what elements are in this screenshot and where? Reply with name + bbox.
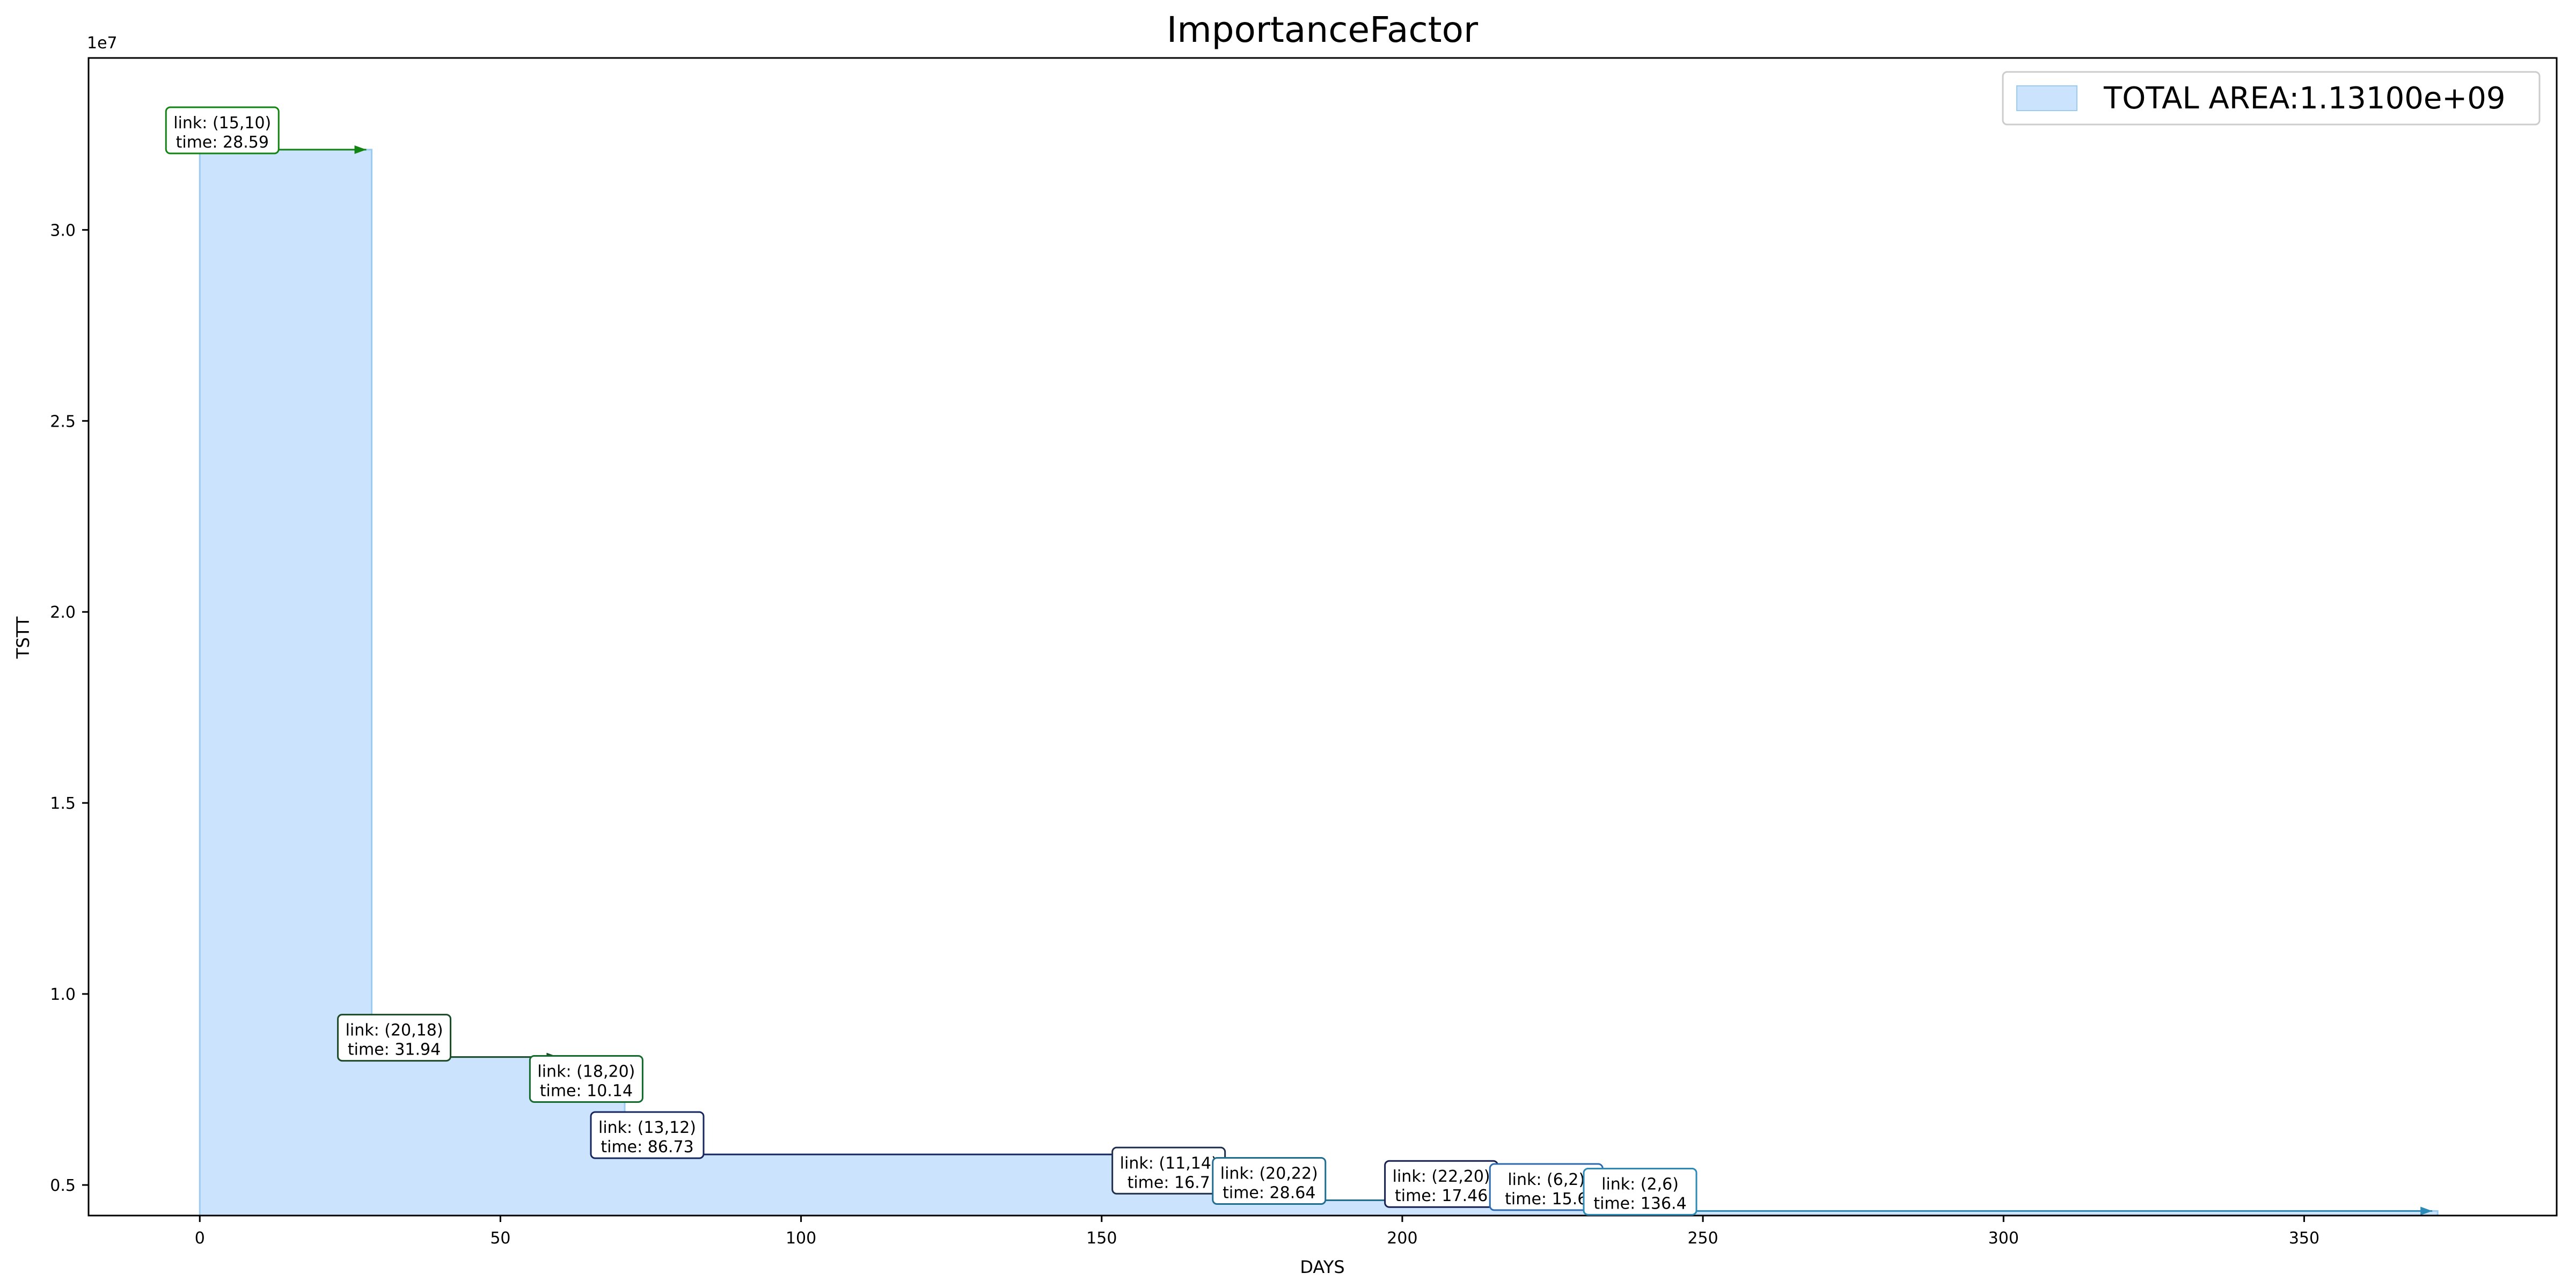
annotation-frame xyxy=(165,106,280,155)
y-axis-label: TSTT xyxy=(13,616,33,659)
annotation-box: link: (15,10)time: 28.59 xyxy=(165,106,280,155)
legend-frame xyxy=(2002,71,2541,126)
x-tick-label: 100 xyxy=(786,1229,816,1248)
annotation-link: link: (13,12) xyxy=(598,1118,696,1137)
x-axis-label: DAYS xyxy=(1300,1257,1344,1277)
annotation-box: link: (22,20)time: 17.46 xyxy=(1384,1160,1499,1208)
plot-frame xyxy=(87,57,2558,1217)
annotation-link: link: (22,20) xyxy=(1393,1167,1490,1186)
annotation-link: link: (20,22) xyxy=(1220,1165,1318,1183)
annotation-frame xyxy=(590,1111,705,1159)
x-axis-ticks: 0 50 100 150 200 250 300 350 xyxy=(195,1216,2319,1248)
annotation-box: link: (11,14)time: 16.7 xyxy=(1111,1146,1226,1195)
annotation-box: link: (13,12)time: 86.73 xyxy=(590,1111,705,1159)
annotation-time: time: 28.59 xyxy=(176,133,269,152)
annotation-link: link: (15,10) xyxy=(173,114,271,133)
annotation-frame xyxy=(529,1055,643,1103)
legend: TOTAL AREA:1.13100e+09 xyxy=(2002,71,2541,126)
annotation-time: time: 136.4 xyxy=(1593,1194,1686,1213)
annotation-time: time: 31.94 xyxy=(348,1041,441,1059)
annotation-time: time: 16.7 xyxy=(1128,1173,1210,1192)
annotation-frame xyxy=(1212,1157,1327,1205)
annotation-time: time: 86.73 xyxy=(601,1138,693,1157)
legend-swatch xyxy=(2016,85,2077,111)
y-tick-label: 2.5 xyxy=(50,412,76,431)
x-tick-label: 350 xyxy=(2289,1229,2319,1248)
x-tick-label: 50 xyxy=(490,1229,510,1248)
annotation-link: link: (2,6) xyxy=(1601,1175,1679,1194)
x-tick-label: 200 xyxy=(1387,1229,1417,1248)
legend-label: TOTAL AREA:1.13100e+09 xyxy=(2103,81,2505,116)
annotation-time: time: 28.64 xyxy=(1223,1184,1315,1203)
step-arrow-head-right xyxy=(2420,1206,2433,1216)
x-tick-label: 250 xyxy=(1687,1229,1718,1248)
y-tick-label: 2.0 xyxy=(50,603,76,622)
annotation-link: link: (6,2) xyxy=(1507,1170,1585,1189)
annotation-box: link: (18,20)time: 10.14 xyxy=(529,1055,643,1103)
chart-title: ImportanceFactor xyxy=(1167,9,1479,50)
y-tick-label: 3.0 xyxy=(50,221,76,240)
annotation-time: time: 17.46 xyxy=(1395,1187,1488,1205)
annotation-time: time: 15.6 xyxy=(1505,1190,1587,1209)
y-tick-label: 1.5 xyxy=(50,794,76,813)
y-axis-offset-label: 1e7 xyxy=(87,34,118,53)
x-tick-label: 150 xyxy=(1086,1229,1117,1248)
annotation-box: link: (20,18)time: 31.94 xyxy=(337,1014,452,1062)
annotation-link: link: (20,18) xyxy=(346,1021,443,1040)
annotation-time: time: 10.14 xyxy=(540,1081,633,1100)
y-axis-ticks: 0.5 1.0 1.5 2.0 2.5 3.0 xyxy=(50,221,89,1195)
x-tick-label: 300 xyxy=(1988,1229,2019,1248)
y-tick-label: 1.0 xyxy=(50,985,76,1004)
annotation-link: link: (18,20) xyxy=(537,1062,635,1081)
annotation-box: link: (2,6)time: 136.4 xyxy=(1583,1167,1697,1216)
annotation-box: link: (20,22)time: 28.64 xyxy=(1212,1157,1327,1205)
step-arrow-head-right xyxy=(354,145,367,154)
y-tick-label: 0.5 xyxy=(50,1176,76,1195)
annotation-link: link: (11,14) xyxy=(1120,1154,1218,1173)
annotation-frame xyxy=(337,1014,452,1062)
annotation-frame xyxy=(1583,1167,1697,1216)
x-tick-label: 0 xyxy=(195,1229,205,1248)
